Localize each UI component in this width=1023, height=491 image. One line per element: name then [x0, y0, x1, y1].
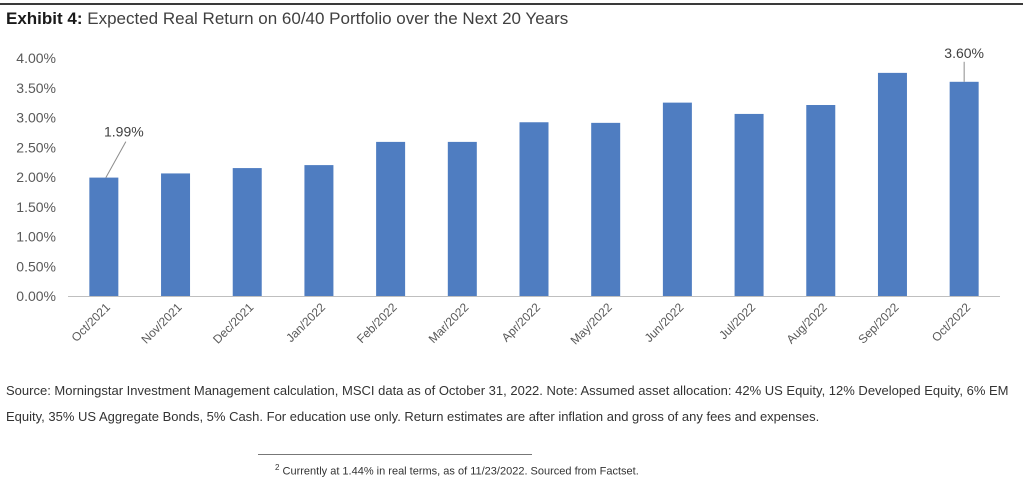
bar [734, 113, 764, 297]
data-label: 3.60% [944, 45, 984, 61]
x-tick-label: Jan/2022 [283, 300, 328, 345]
x-tick-label: Jul/2022 [716, 300, 758, 342]
bar [161, 173, 191, 296]
exhibit-label: Exhibit 4: [6, 9, 83, 28]
x-tick-label: Oct/2022 [929, 300, 974, 345]
x-tick-label: May/2022 [568, 300, 615, 347]
x-tick-label: Apr/2022 [499, 300, 544, 345]
bar [591, 122, 621, 296]
bar [877, 72, 907, 296]
bar [519, 122, 549, 296]
bar [304, 165, 334, 296]
x-tick-label: Dec/2021 [210, 300, 256, 346]
x-tick-label: Feb/2022 [354, 300, 400, 346]
y-tick-label: 1.00% [16, 229, 56, 245]
y-tick-label: 3.50% [16, 80, 56, 96]
exhibit-title: Exhibit 4: Expected Real Return on 60/40… [6, 9, 568, 29]
y-tick-label: 2.50% [16, 139, 56, 155]
bar [376, 141, 406, 296]
y-tick-label: 0.50% [16, 258, 56, 274]
x-tick-label: Oct/2021 [69, 300, 114, 345]
x-tick-label: Sep/2022 [855, 300, 901, 346]
x-tick-label: Nov/2021 [138, 300, 184, 346]
footnote-marker: 2 [275, 463, 280, 472]
footnote: 2 Currently at 1.44% in real terms, as o… [275, 463, 639, 478]
top-rule [0, 3, 1023, 5]
y-tick-label: 4.00% [16, 50, 56, 66]
bar [806, 105, 836, 296]
footnote-rule [258, 454, 532, 455]
footnote-text: Currently at 1.44% in real terms, as of … [282, 465, 639, 478]
data-label: 1.99% [104, 124, 144, 140]
source-note: Source: Morningstar Investment Managemen… [6, 383, 1009, 424]
annotation-leader-line [105, 141, 127, 178]
y-tick-label: 3.00% [16, 110, 56, 126]
bar [949, 81, 979, 296]
bar [662, 102, 692, 296]
x-tick-label: Jun/2022 [642, 300, 687, 345]
chart-title: Expected Real Return on 60/40 Portfolio … [87, 9, 569, 28]
x-tick-label: Mar/2022 [426, 300, 472, 346]
y-tick-label: 1.50% [16, 199, 56, 215]
bar [89, 177, 119, 296]
bar [232, 168, 262, 296]
bar [447, 141, 477, 296]
bar-chart: 0.00% 0.50% 1.00% 1.50% 2.00% 2.50% 3.00% 3.50%… [16, 45, 1000, 347]
x-tick-label: Aug/2022 [784, 300, 830, 346]
y-tick-label: 0.00% [16, 288, 56, 304]
y-tick-label: 2.00% [16, 169, 56, 185]
